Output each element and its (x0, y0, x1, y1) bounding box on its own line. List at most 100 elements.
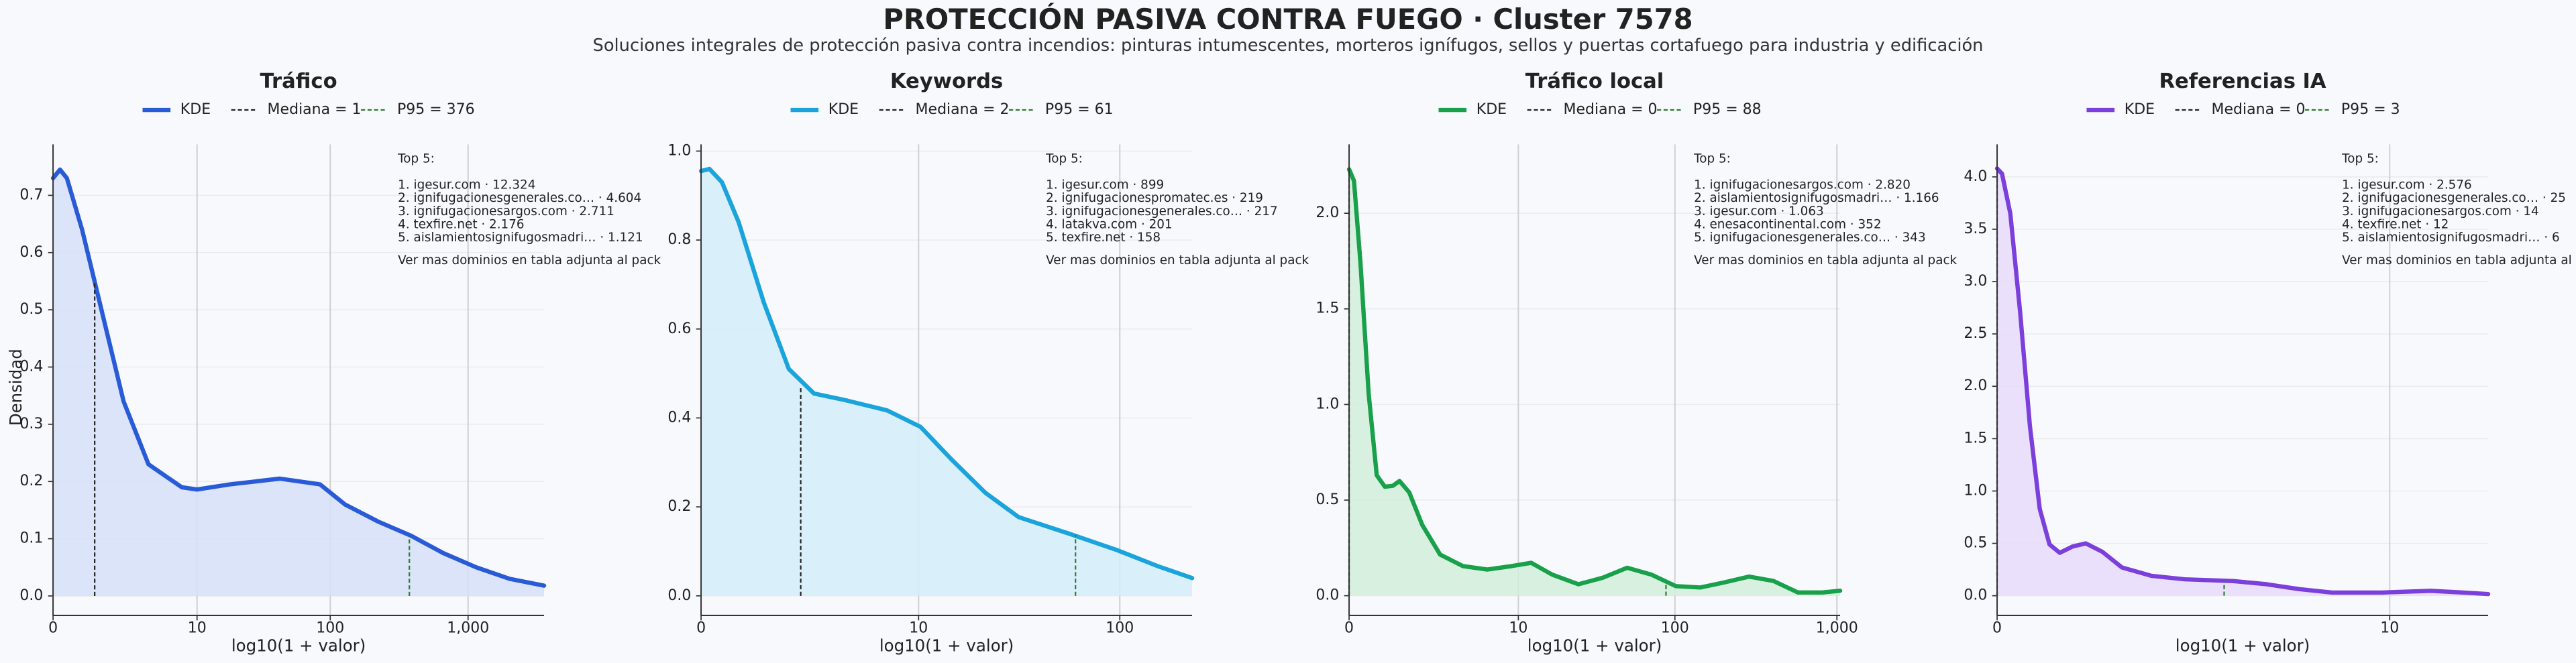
kde-line (50, 167, 547, 588)
y-axis-label: Densidad (6, 349, 25, 426)
annotation-line: 5. texfire.net · 158 (1046, 231, 1161, 245)
x-tick-label: 0 (1992, 620, 2002, 637)
annotation-footer: Ver mas dominios en tabla adjunta al pac… (2342, 253, 2576, 267)
y-tick-label: 0.5 (19, 301, 43, 318)
legend-label: Mediana = 2 (916, 101, 1010, 118)
y-tick-label: 1.0 (1964, 482, 1987, 499)
y-tick-label: 0.0 (19, 587, 43, 604)
y-tick-label: 0.8 (667, 231, 691, 248)
y-tick-label: 1.5 (1964, 430, 1987, 446)
annotation-footer: Ver mas dominios en tabla adjunta al pac… (398, 253, 661, 267)
annotation-line: 3. ignifugacionesargos.com · 2.711 (398, 204, 614, 219)
y-tick-label: 2.0 (1964, 377, 1987, 394)
legend-label: KDE (2125, 101, 2155, 118)
x-tick-label: 1,000 (1816, 620, 1858, 637)
annotation-line: 4. enesacontinental.com · 352 (1694, 217, 1881, 231)
y-tick-label: 0.6 (667, 320, 691, 337)
x-axis-label: log10(1 + valor) (2176, 636, 2310, 656)
legend-label: P95 = 61 (1045, 101, 1114, 118)
y-tick-label: 1.0 (667, 142, 691, 159)
kde-area (1997, 168, 2489, 596)
y-tick-label: 3.0 (1964, 273, 1987, 290)
kde-area (53, 169, 545, 596)
legend-label: Mediana = 0 (2212, 101, 2306, 118)
chart-title: Tráfico local (1525, 70, 1664, 93)
x-tick-label: 0 (696, 620, 706, 637)
x-axis-label: log10(1 + valor) (1527, 636, 1662, 656)
kde-area (1349, 169, 1841, 596)
annotation-line: 5. aislamientosignifugosmadri… · 6 (2342, 231, 2560, 245)
annotation-line: 3. ignifugacionesargos.com · 14 (2342, 204, 2539, 219)
annotation-heading: Top 5: (1693, 152, 1731, 166)
annotation-line: 2. aislamientosignifugosmadri… · 1.166 (1694, 191, 1939, 205)
y-tick-label: 0.5 (1316, 491, 1339, 508)
y-tick-label: 0.6 (19, 244, 43, 261)
y-tick-label: 0.4 (667, 409, 691, 426)
annotation-heading: Top 5: (2341, 152, 2379, 166)
x-tick-label: 10 (188, 620, 207, 637)
x-tick-label: 1,000 (447, 620, 489, 637)
y-tick-label: 4.0 (1964, 168, 1987, 185)
y-tick-label: 2.0 (1316, 204, 1339, 221)
legend-label: P95 = 88 (1693, 101, 1762, 118)
annotation-line: 5. ignifugacionesgenerales.co… · 343 (1694, 231, 1926, 245)
y-tick-label: 0.7 (19, 186, 43, 203)
annotation-line: 3. igesur.com · 1.063 (1694, 204, 1824, 219)
legend-label: KDE (828, 101, 859, 118)
y-tick-label: 0.0 (667, 587, 691, 604)
y-tick-label: 0.3 (19, 416, 43, 432)
y-tick-label: 0.1 (19, 530, 43, 547)
y-tick-label: 2.5 (1964, 325, 1987, 342)
x-tick-label: 0 (48, 620, 58, 637)
annotation-line: 2. ignifugacionespromatec.es · 219 (1046, 191, 1263, 205)
kde-line (1994, 166, 2491, 597)
annotation-line: 4. texfire.net · 2.176 (398, 217, 524, 231)
annotation-heading: Top 5: (1045, 152, 1083, 166)
annotation-line: 1. igesur.com · 12.324 (398, 178, 535, 192)
legend-label: KDE (180, 101, 211, 118)
x-tick-label: 10 (909, 620, 928, 637)
legend-label: Mediana = 1 (268, 101, 362, 118)
annotation-footer: Ver mas dominios en tabla adjunta al pac… (1046, 253, 1309, 267)
annotation-heading: Top 5: (397, 152, 435, 166)
y-tick-label: 0.2 (667, 498, 691, 515)
kde-area (701, 168, 1193, 596)
figure-title: PROTECCIÓN PASIVA CONTRA FUEGO · Cluster… (883, 3, 1693, 36)
legend-label: KDE (1477, 101, 1507, 118)
annotation-line: 2. ignifugacionesgenerales.co… · 25 (2342, 191, 2566, 205)
annotation-line: 4. latakva.com · 201 (1046, 217, 1173, 231)
x-tick-label: 10 (2380, 620, 2399, 637)
annotation-line: 1. ignifugacionesargos.com · 2.820 (1694, 178, 1911, 192)
y-tick-label: 0.2 (19, 473, 43, 489)
annotation-line: 1. igesur.com · 2.576 (2342, 178, 2472, 192)
annotation-line: 5. aislamientosignifugosmadri… · 1.121 (398, 231, 643, 245)
annotation-line: 4. texfire.net · 12 (2342, 217, 2449, 231)
kde-line (698, 166, 1195, 581)
annotation-footer: Ver mas dominios en tabla adjunta al pac… (1694, 253, 1957, 267)
x-axis-label: log10(1 + valor) (879, 636, 1014, 656)
y-tick-label: 1.0 (1316, 396, 1339, 412)
legend-label: P95 = 376 (397, 101, 475, 118)
y-tick-label: 0.0 (1316, 587, 1339, 604)
x-axis-label: log10(1 + valor) (231, 636, 366, 656)
chart-title: Referencias IA (2159, 70, 2326, 93)
annotation-line: 1. igesur.com · 899 (1046, 178, 1164, 192)
legend-label: P95 = 3 (2341, 101, 2400, 118)
x-tick-label: 100 (1106, 620, 1134, 637)
chart-title: Keywords (890, 70, 1003, 93)
x-tick-label: 0 (1344, 620, 1354, 637)
y-tick-label: 1.5 (1316, 300, 1339, 317)
y-tick-label: 3.5 (1964, 221, 1987, 237)
y-tick-label: 0.4 (19, 359, 43, 375)
x-tick-label: 100 (1661, 620, 1689, 637)
x-tick-label: 10 (1509, 620, 1527, 637)
y-tick-label: 0.0 (1964, 587, 1987, 604)
kde-line (1346, 167, 1843, 595)
annotation-line: 2. ignifugacionesgenerales.co… · 4.604 (398, 191, 641, 205)
y-tick-label: 0.5 (1964, 535, 1987, 552)
annotation-line: 3. ignifugacionesgenerales.co… · 217 (1046, 204, 1277, 219)
x-tick-label: 100 (316, 620, 344, 637)
chart-title: Tráfico (260, 70, 337, 93)
figure-subtitle: Soluciones integrales de protección pasi… (593, 36, 1984, 56)
